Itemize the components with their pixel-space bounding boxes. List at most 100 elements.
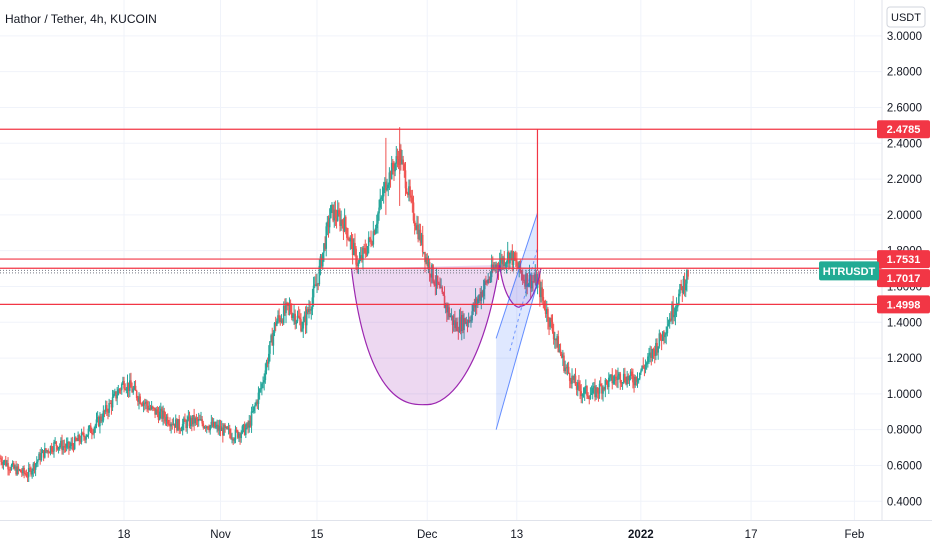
candle-body <box>111 397 114 408</box>
candle-body <box>83 432 85 437</box>
candle-body <box>248 420 251 428</box>
candle-body <box>60 440 62 446</box>
candle-body <box>253 406 255 412</box>
candle-body <box>241 426 244 434</box>
candle-body <box>380 197 383 199</box>
candle-body <box>517 266 519 269</box>
candle-body <box>293 313 295 316</box>
candle-body <box>139 396 141 404</box>
candle-body <box>215 426 217 428</box>
candle-body <box>446 304 448 313</box>
candle-body <box>335 218 338 221</box>
candle-body <box>562 355 564 358</box>
channel-upper <box>495 212 538 339</box>
candle-body <box>406 193 409 195</box>
candle-body <box>119 389 122 391</box>
candle-body <box>451 315 454 326</box>
candle-body <box>578 382 580 386</box>
candle-body <box>317 283 319 285</box>
candle-body <box>273 322 276 333</box>
candle-body <box>661 331 664 342</box>
candle-body <box>405 188 408 194</box>
candle-body <box>531 281 533 289</box>
candle-body <box>618 373 620 376</box>
currency-button[interactable]: USDT <box>886 6 926 28</box>
candle-body <box>168 423 170 425</box>
candle-body <box>116 395 118 399</box>
candle-body <box>513 252 516 260</box>
candle-body <box>141 404 144 406</box>
candle-body <box>412 202 415 221</box>
candle-body <box>327 221 330 228</box>
candle-body <box>343 216 346 232</box>
candle-body <box>245 428 247 435</box>
candle-body <box>655 342 657 356</box>
chart-title: Hathor / Tether, 4h, KUCOIN <box>5 12 157 26</box>
candle-body <box>170 424 172 427</box>
candle-body <box>70 442 73 447</box>
candle-body <box>97 417 100 427</box>
candle-body <box>526 273 529 287</box>
candle-body <box>390 162 393 180</box>
time-scale-bg <box>0 520 932 550</box>
candle-body <box>478 294 480 300</box>
candle-body <box>42 450 45 458</box>
candle-body <box>223 425 225 436</box>
candle-body <box>312 285 315 298</box>
candle-body <box>66 441 69 444</box>
candle-body <box>132 389 135 393</box>
candle-body <box>37 459 39 462</box>
candle-body <box>282 305 285 324</box>
candle-body <box>10 465 13 470</box>
candle-body <box>96 417 99 420</box>
candle-body <box>491 264 494 270</box>
candle-body <box>216 424 218 427</box>
candle-body <box>563 355 565 372</box>
candle-body <box>344 216 347 229</box>
candle-body <box>238 433 240 438</box>
candle-body <box>209 425 212 431</box>
candle-body <box>107 411 109 413</box>
candle-body <box>145 401 147 404</box>
candle-body <box>310 309 313 311</box>
candle-body <box>628 375 631 381</box>
candle-body <box>589 394 592 399</box>
candle-body <box>633 382 635 386</box>
candle-body <box>203 426 206 428</box>
candle-body <box>558 349 561 353</box>
candle-body <box>394 163 396 172</box>
candle-body <box>76 440 78 442</box>
level-badge: 1.7017 <box>877 269 930 288</box>
candle-body <box>441 287 444 293</box>
candle-body <box>664 334 666 338</box>
channel-fill <box>496 213 538 430</box>
candle-body <box>370 239 372 245</box>
candle-body <box>85 436 87 440</box>
candle-body <box>142 402 145 406</box>
candle-body <box>86 434 89 437</box>
candle-body <box>629 371 632 376</box>
candle-body <box>596 387 599 393</box>
candle-body <box>660 339 663 342</box>
candle-body <box>442 292 445 296</box>
candle-body <box>49 446 52 453</box>
y-tick-label: 2.2000 <box>887 174 922 186</box>
candle-body <box>80 432 83 442</box>
candle-body <box>539 280 541 298</box>
candle-body <box>300 319 302 331</box>
candle-body <box>128 380 131 391</box>
candle-body <box>277 315 279 322</box>
candle-body <box>125 389 128 391</box>
candle-body <box>454 320 456 329</box>
candle-body <box>75 437 77 441</box>
symbol-badge[interactable]: HTRUSDT <box>819 261 879 281</box>
candle-body <box>316 283 318 287</box>
candle-body <box>576 382 579 390</box>
candle-body <box>397 158 400 165</box>
candle-body <box>591 387 594 394</box>
candle-body <box>464 318 467 324</box>
candle-body <box>481 291 484 297</box>
candle-body <box>649 352 651 356</box>
